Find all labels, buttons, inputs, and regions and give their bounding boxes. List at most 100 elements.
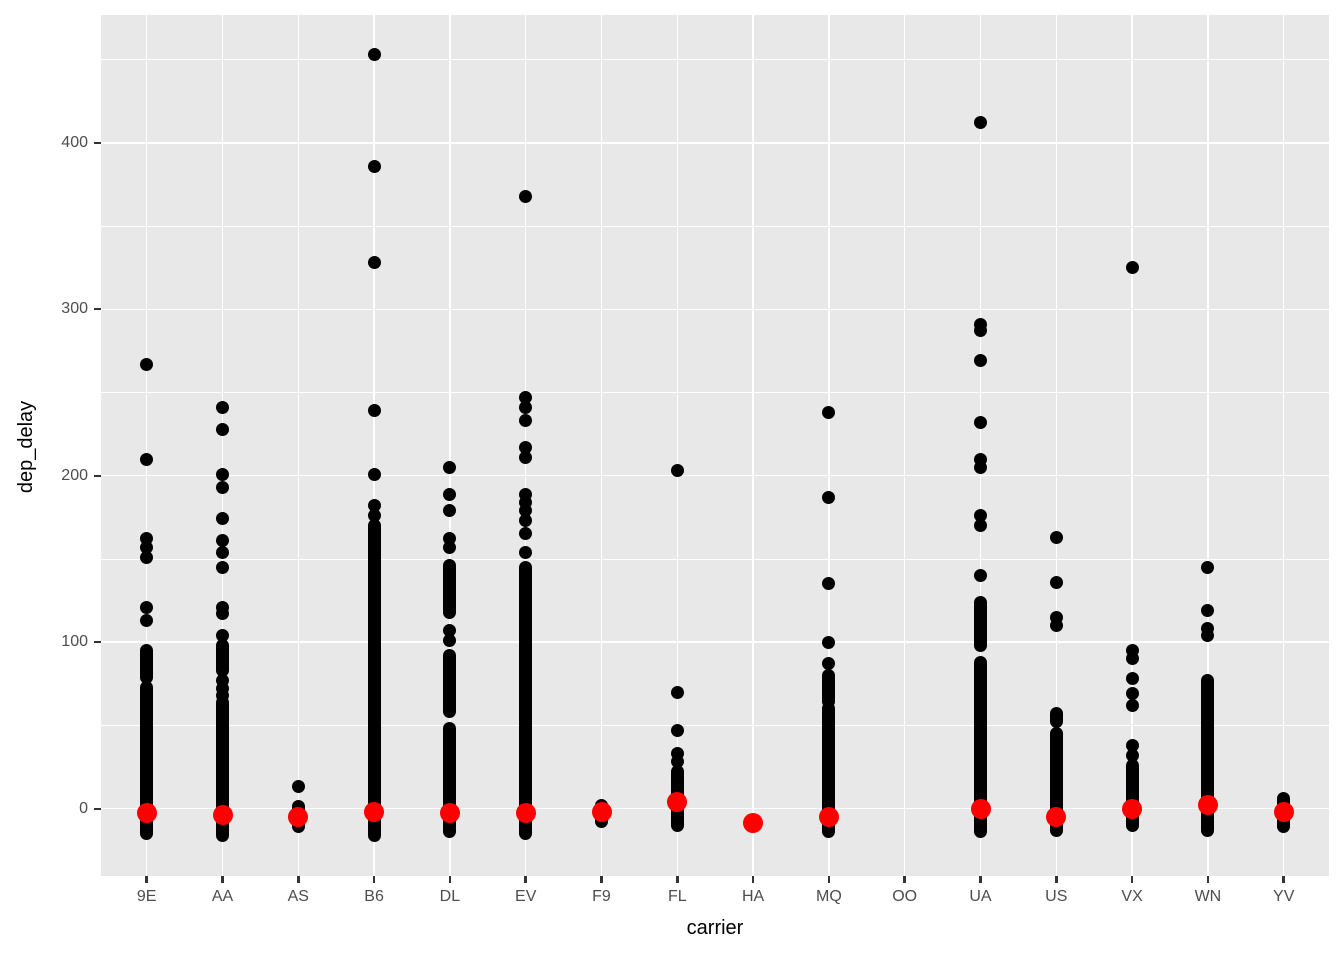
x-axis-tick [524, 876, 527, 883]
data-point-cluster [216, 695, 229, 842]
median-point [288, 806, 309, 827]
data-point [519, 414, 533, 428]
data-point [822, 657, 836, 671]
median-point [515, 803, 536, 824]
x-tick-label: OO [892, 888, 918, 905]
data-point [1125, 261, 1139, 275]
median-point [818, 806, 839, 827]
data-point [670, 464, 684, 478]
data-point [974, 415, 987, 429]
data-point [216, 512, 229, 526]
data-point [1049, 575, 1063, 589]
category-gridline [904, 15, 906, 876]
data-point [974, 452, 987, 466]
data-point-cluster [519, 560, 533, 840]
data-point [367, 159, 381, 173]
x-axis-tick [372, 876, 376, 883]
data-point-cluster [216, 638, 229, 677]
data-point [140, 550, 154, 564]
x-axis-tick [221, 876, 224, 883]
data-point [367, 467, 381, 481]
data-point-cluster [974, 655, 987, 839]
x-tick-label: HA [741, 888, 765, 905]
category-gridline [297, 15, 299, 876]
x-axis-tick [676, 876, 679, 883]
data-point [216, 673, 229, 687]
major-gridline [101, 308, 1329, 311]
data-point [216, 534, 229, 548]
data-point-cluster [140, 680, 154, 840]
median-point [136, 803, 157, 824]
x-tick-label: 9E [136, 888, 157, 905]
x-axis-tick [1130, 876, 1134, 883]
x-tick-label: EV [515, 888, 537, 905]
data-point [443, 504, 457, 518]
data-point [670, 685, 684, 699]
data-point [367, 499, 381, 513]
x-axis-tick [1206, 876, 1210, 883]
minor-gridline [101, 225, 1329, 227]
x-tick-label: US [1045, 888, 1068, 905]
data-point [443, 487, 457, 501]
median-point [667, 791, 688, 812]
data-point-cluster [1049, 707, 1063, 729]
data-point [140, 613, 154, 627]
major-gridline [101, 641, 1329, 643]
data-point [1125, 698, 1139, 712]
median-point [439, 803, 460, 824]
data-point [1049, 610, 1063, 624]
data-point-cluster [443, 559, 457, 619]
x-axis-tick [448, 876, 452, 883]
data-point [822, 577, 836, 591]
category-gridline [146, 15, 148, 876]
data-point [216, 400, 229, 414]
data-point [1201, 603, 1215, 617]
data-point [1125, 748, 1139, 762]
y-tick-label: 200 [61, 466, 88, 484]
y-tick-label: 100 [61, 633, 88, 651]
data-point [519, 545, 533, 559]
data-point [822, 635, 836, 649]
x-axis-tick [1282, 876, 1285, 883]
data-point-cluster [822, 702, 836, 839]
data-point [367, 404, 381, 418]
data-point [216, 480, 229, 494]
data-point [140, 357, 154, 371]
median-point [212, 805, 233, 826]
median-point [1122, 798, 1143, 819]
y-axis-tick [94, 141, 101, 144]
x-tick-label: VX [1121, 888, 1143, 905]
category-gridline [752, 15, 754, 876]
data-point [216, 560, 229, 574]
x-tick-label: B6 [364, 888, 384, 905]
data-point [1201, 622, 1215, 636]
data-point-cluster [974, 595, 987, 652]
y-axis-tick [94, 807, 101, 810]
x-axis-tick [979, 876, 982, 883]
data-point [519, 400, 533, 414]
x-tick-label: AA [211, 888, 234, 905]
y-tick-label: 300 [61, 300, 88, 318]
data-point [140, 452, 154, 466]
data-point [1125, 738, 1139, 752]
data-point [974, 354, 987, 368]
category-gridline [979, 15, 982, 876]
data-point [519, 450, 533, 464]
data-point [822, 405, 836, 419]
y-axis-tick [94, 308, 101, 311]
minor-gridline [101, 558, 1329, 560]
x-axis-tick [751, 876, 755, 883]
data-point [291, 780, 305, 794]
x-axis-tick [145, 876, 148, 883]
category-gridline [676, 15, 678, 876]
median-point [1273, 801, 1294, 822]
median-point [743, 813, 764, 834]
x-axis-tick [297, 876, 300, 883]
x-tick-label: DL [439, 888, 461, 905]
x-axis-tick [600, 876, 603, 883]
category-gridline [600, 15, 603, 876]
data-point [1125, 672, 1139, 686]
x-axis-tick [1055, 876, 1058, 883]
data-point [140, 532, 154, 546]
data-point [216, 467, 229, 481]
